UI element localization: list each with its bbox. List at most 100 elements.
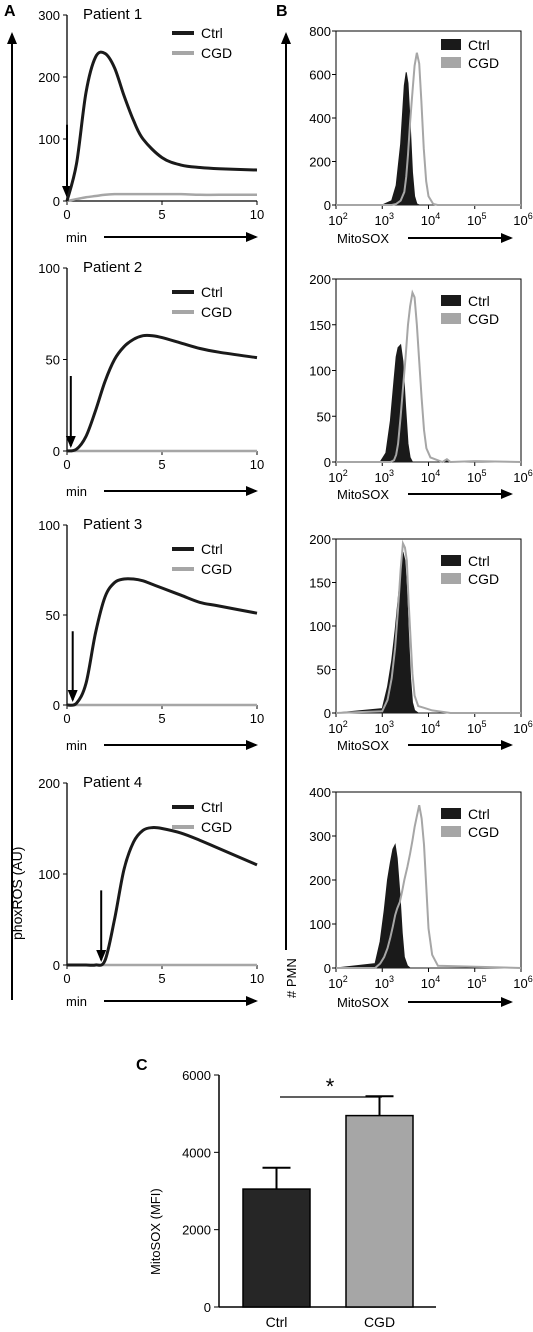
b3-xtick-label: 102 bbox=[328, 719, 347, 736]
b3-legend-swatch-ctrl bbox=[441, 555, 461, 566]
b1-ytick-label: 400 bbox=[309, 111, 331, 126]
b3-legend-ctrl: Ctrl bbox=[468, 553, 490, 569]
b4-series-cgd bbox=[336, 804, 522, 969]
b3-xlabel: MitoSOX bbox=[337, 738, 389, 753]
a3-xlabel: min bbox=[66, 738, 87, 753]
a1-ytick-label: 0 bbox=[53, 194, 60, 209]
a4-xtick-label: 5 bbox=[158, 971, 165, 986]
a3-ytick-label: 50 bbox=[46, 608, 60, 623]
a2-ytick-label: 100 bbox=[38, 261, 60, 276]
a1-ytick-label: 100 bbox=[38, 132, 60, 147]
b1-xtick-label: 105 bbox=[467, 211, 486, 228]
b2-legend-cgd: CGD bbox=[468, 311, 499, 327]
b4-xtick-label: 104 bbox=[421, 974, 440, 991]
b1-xtick-label: 102 bbox=[328, 211, 347, 228]
c-ytick-label: 4000 bbox=[182, 1145, 211, 1160]
b3-frame bbox=[335, 538, 522, 714]
a1-ytick-label: 200 bbox=[38, 70, 60, 85]
a4-title: Patient 4 bbox=[83, 774, 142, 791]
b4-ytick-label: 0 bbox=[324, 961, 331, 976]
b3-xtick-label: 105 bbox=[467, 719, 486, 736]
a3-xtick-label: 10 bbox=[250, 711, 264, 726]
a4-ytick-label: 100 bbox=[38, 867, 60, 882]
b4-series-ctrl bbox=[335, 843, 521, 969]
b4-legend-swatch-ctrl bbox=[441, 808, 461, 819]
a1-xtick-label: 0 bbox=[63, 207, 70, 222]
b4-xtick-label: 105 bbox=[467, 974, 486, 991]
b4-legend-cgd: CGD bbox=[468, 824, 499, 840]
c-category-label: Ctrl bbox=[266, 1314, 288, 1330]
a1-xtick-label: 5 bbox=[158, 207, 165, 222]
a2-xtick-label: 10 bbox=[250, 457, 264, 472]
b2-series-cgd bbox=[336, 289, 522, 464]
a2-legend-cgd: CGD bbox=[201, 304, 232, 320]
a4-ytick-label: 200 bbox=[38, 776, 60, 791]
c-category-label: CGD bbox=[364, 1314, 395, 1330]
b1-series-cgd bbox=[336, 52, 521, 206]
c-ylabel: MitoSOX (MFI) bbox=[148, 1188, 163, 1275]
b4-legend-swatch-cgd bbox=[441, 826, 461, 837]
c-significance-star: * bbox=[326, 1074, 335, 1099]
a3-legend-ctrl: Ctrl bbox=[201, 541, 223, 557]
c-bar-ctrl bbox=[242, 1188, 311, 1308]
a1-series-ctrl bbox=[65, 50, 258, 202]
panel-label-a: A bbox=[4, 3, 16, 20]
b3-legend-swatch-cgd bbox=[441, 573, 461, 584]
b1-ytick-label: 800 bbox=[309, 24, 331, 39]
b3-xtick-label: 106 bbox=[513, 719, 532, 736]
b2-series-ctrl bbox=[336, 343, 522, 463]
b2-xtick-label: 105 bbox=[467, 468, 486, 485]
a2-title: Patient 2 bbox=[83, 259, 142, 276]
a3-xtick-label: 0 bbox=[63, 711, 70, 726]
b4-ytick-label: 100 bbox=[309, 917, 331, 932]
a1-ytick-label: 300 bbox=[38, 8, 60, 23]
b1-xtick-label: 103 bbox=[375, 211, 394, 228]
b3-legend-cgd: CGD bbox=[468, 571, 499, 587]
a3-title: Patient 3 bbox=[83, 516, 142, 533]
b4-xtick-label: 103 bbox=[375, 974, 394, 991]
b1-ytick-label: 0 bbox=[324, 198, 331, 213]
b1-legend-swatch-cgd bbox=[441, 57, 461, 68]
b2-xtick-label: 106 bbox=[513, 468, 532, 485]
b1-ytick-label: 600 bbox=[309, 68, 331, 83]
b2-legend-ctrl: Ctrl bbox=[468, 293, 490, 309]
b4-xlabel: MitoSOX bbox=[337, 995, 389, 1010]
b2-ytick-label: 100 bbox=[309, 364, 331, 379]
a3-ytick-label: 100 bbox=[38, 518, 60, 533]
a2-legend-ctrl: Ctrl bbox=[201, 284, 223, 300]
a1-title: Patient 1 bbox=[83, 6, 142, 23]
b1-xtick-label: 106 bbox=[513, 211, 532, 228]
a2-xlabel: min bbox=[66, 484, 87, 499]
panel-label-c: C bbox=[136, 1057, 148, 1074]
panel-b-ylabel: # PMN bbox=[284, 958, 299, 998]
a4-legend-ctrl: Ctrl bbox=[201, 799, 223, 815]
a2-ytick-label: 50 bbox=[46, 353, 60, 368]
b1-series-ctrl bbox=[336, 72, 521, 206]
a1-xtick-label: 10 bbox=[250, 207, 264, 222]
b4-xtick-label: 106 bbox=[513, 974, 532, 991]
a2-xtick-label: 0 bbox=[63, 457, 70, 472]
b3-ytick-label: 150 bbox=[309, 576, 331, 591]
a1-series-cgd bbox=[66, 192, 257, 203]
c-bar-cgd bbox=[345, 1114, 414, 1308]
b1-legend-ctrl: Ctrl bbox=[468, 37, 490, 53]
a1-xlabel: min bbox=[66, 230, 87, 245]
b1-xtick-label: 104 bbox=[421, 211, 440, 228]
panel-a-ylabel: phoxROS (AU) bbox=[9, 847, 25, 940]
a1-legend-cgd: CGD bbox=[201, 45, 232, 61]
b3-ytick-label: 200 bbox=[309, 532, 331, 547]
b2-ytick-label: 50 bbox=[317, 409, 331, 424]
a4-ytick-label: 0 bbox=[53, 958, 60, 973]
b3-ytick-label: 50 bbox=[317, 663, 331, 678]
a2-ytick-label: 0 bbox=[53, 444, 60, 459]
a4-xtick-label: 0 bbox=[63, 971, 70, 986]
a1-legend-ctrl: Ctrl bbox=[201, 25, 223, 41]
b2-legend-swatch-ctrl bbox=[441, 295, 461, 306]
b2-legend-swatch-cgd bbox=[441, 313, 461, 324]
c-ytick-label: 2000 bbox=[182, 1223, 211, 1238]
a3-legend-cgd: CGD bbox=[201, 561, 232, 577]
a4-series-ctrl bbox=[67, 825, 258, 967]
b2-xtick-label: 102 bbox=[328, 468, 347, 485]
a3-xtick-label: 5 bbox=[158, 711, 165, 726]
b2-ytick-label: 150 bbox=[309, 318, 331, 333]
